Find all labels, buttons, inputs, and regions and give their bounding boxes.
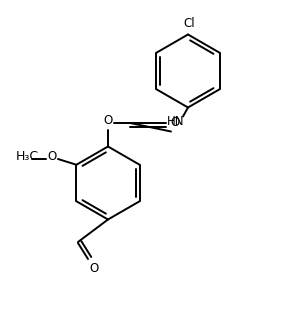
Text: O: O xyxy=(47,151,57,164)
Text: O: O xyxy=(89,262,98,275)
Text: O: O xyxy=(170,117,179,130)
Text: H₃C: H₃C xyxy=(15,151,39,164)
Text: O: O xyxy=(103,115,113,128)
Text: Cl: Cl xyxy=(183,18,195,31)
Text: HN: HN xyxy=(167,115,185,128)
